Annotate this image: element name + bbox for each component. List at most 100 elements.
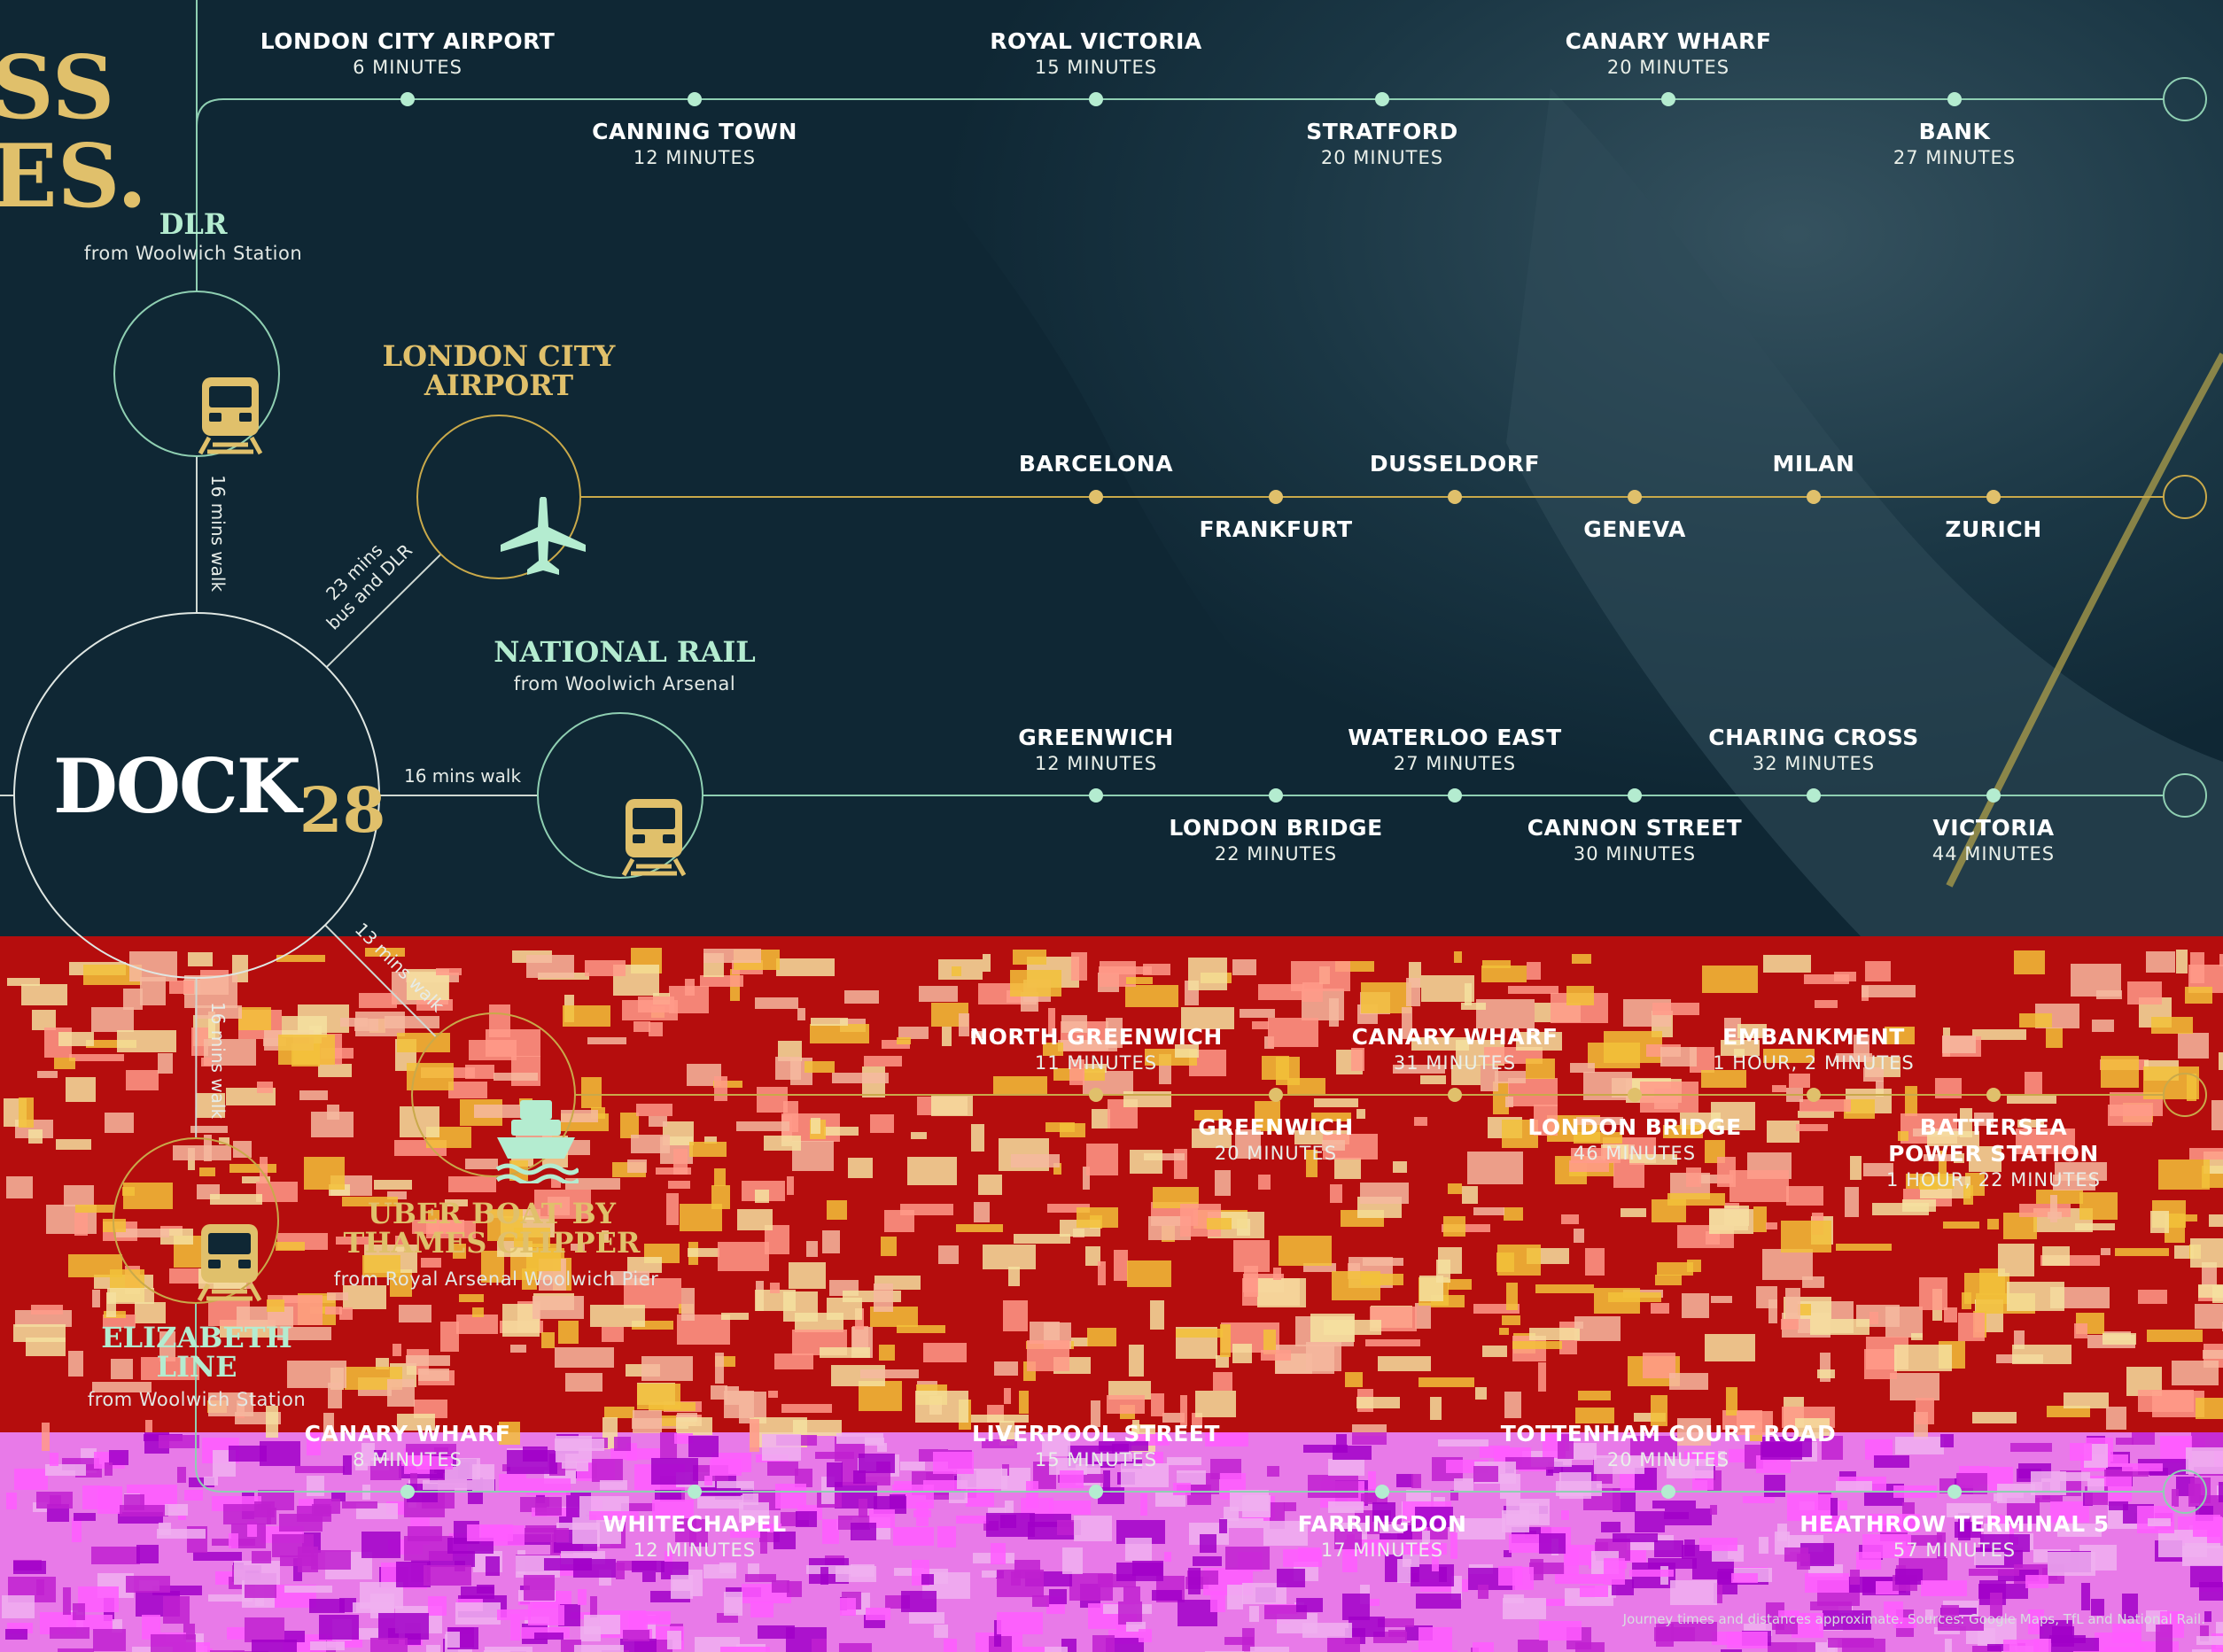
airport-station-label: FRANKFURT — [1199, 516, 1352, 543]
uber-station-label: LONDON BRIDGE 46 MINUTES — [1527, 1114, 1741, 1166]
station-name: STRATFORD — [1306, 119, 1458, 144]
rail-station-label: LONDON BRIDGE 22 MINUTES — [1169, 815, 1382, 866]
station-name: CANARY WHARF — [304, 1421, 511, 1446]
journey-time: 27 MINUTES — [1393, 753, 1517, 774]
station-name: BANK — [1918, 119, 1991, 144]
journey-time: 20 MINUTES — [1606, 1449, 1730, 1470]
elizabeth-station-dot — [688, 1485, 702, 1499]
dlr-station-dot — [688, 92, 702, 106]
rail-station-label: WATERLOO EAST 27 MINUTES — [1348, 725, 1561, 776]
rail-walk-label: 16 mins walk — [404, 765, 522, 787]
journey-time: 20 MINUTES — [1606, 57, 1730, 78]
uber-station-label: NORTH GREENWICH 11 MINUTES — [969, 1024, 1222, 1075]
uber-title-line1: UBER BOAT BY — [368, 1197, 616, 1230]
hero-heading-line1: SS — [0, 37, 115, 139]
uber-station-dot — [1986, 1088, 2001, 1102]
journey-time: 6 MINUTES — [353, 57, 462, 78]
dlr-title: DLR — [159, 207, 228, 241]
dock28-hub-circle — [13, 612, 380, 979]
rail-station-label: GREENWICH 12 MINUTES — [1018, 725, 1174, 776]
disclaimer: Journey times and distances approximate.… — [1622, 1611, 2205, 1627]
station-name: CANARY WHARF — [1565, 28, 1772, 54]
journey-time: 27 MINUTES — [1893, 147, 2017, 168]
journey-time: 32 MINUTES — [1752, 753, 1876, 774]
dlr-route-line — [196, 98, 2164, 291]
rail-mode-circle — [537, 712, 703, 879]
rail-station-label: CANNON STREET 30 MINUTES — [1527, 815, 1742, 866]
dlr-station-dot — [1089, 92, 1103, 106]
journey-time: 1 HOUR, 2 MINUTES — [1713, 1052, 1915, 1074]
journey-time: 15 MINUTES — [1034, 57, 1158, 78]
uber-subtitle: from Royal Arsenal Woolwich Pier — [333, 1268, 659, 1290]
uber-station-dot — [1448, 1088, 1462, 1102]
station-name: GREENWICH — [1018, 725, 1174, 750]
dlr-walk-label: 16 mins walk — [207, 474, 229, 593]
airport-station-dot — [1089, 490, 1103, 504]
dlr-route-end — [2163, 77, 2207, 121]
elizabeth-title-line1: ELIZABETH — [101, 1321, 292, 1354]
journey-time: 57 MINUTES — [1893, 1540, 2017, 1561]
dlr-station-label: BANK 27 MINUTES — [1893, 119, 2016, 170]
airport-station-dot — [1807, 490, 1821, 504]
elizabeth-station-dot — [1661, 1485, 1675, 1499]
uber-station-label: EMBANKMENT 1 HOUR, 2 MINUTES — [1713, 1024, 1915, 1075]
airport-title-line2: AIRPORT — [424, 368, 574, 402]
rail-station-dot — [1986, 788, 2001, 803]
uber-connector — [324, 924, 437, 1038]
station-name: BATTERSEA — [1919, 1114, 2068, 1140]
elizabeth-title-line2: LINE — [156, 1350, 237, 1384]
elizabeth-station-dot — [1947, 1485, 1962, 1499]
station-name: LONDON BRIDGE — [1527, 1114, 1742, 1140]
dlr-station-dot — [1375, 92, 1389, 106]
dlr-station-label: STRATFORD 20 MINUTES — [1306, 119, 1458, 170]
dlr-station-dot — [1947, 92, 1962, 106]
station-name: EMBANKMENT — [1722, 1024, 1905, 1050]
logo-wordmark: DOCK — [53, 742, 301, 830]
station-name: HEATHROW TERMINAL 5 — [1799, 1511, 2110, 1537]
rail-station-dot — [1448, 788, 1462, 803]
station-name: WATERLOO EAST — [1348, 725, 1562, 750]
airport-station-dot — [1448, 490, 1462, 504]
airport-station-label: GENEVA — [1583, 516, 1686, 543]
rail-route-end — [2163, 773, 2207, 818]
journey-time: 44 MINUTES — [1932, 843, 2056, 865]
dlr-station-dot — [1661, 92, 1675, 106]
dlr-station-label: ROYAL VICTORIA 15 MINUTES — [990, 28, 1202, 80]
station-name: VICTORIA — [1932, 815, 2055, 841]
station-name: DUSSELDORF — [1369, 451, 1541, 477]
airport-station-label: MILAN — [1773, 451, 1855, 477]
elizabeth-subtitle: from Woolwich Station — [87, 1389, 307, 1410]
station-name: FARRINGDON — [1297, 1511, 1467, 1537]
station-name: LIVERPOOL STREET — [972, 1421, 1220, 1446]
rail-station-dot — [1089, 788, 1103, 803]
rail-station-label: VICTORIA 44 MINUTES — [1932, 815, 2055, 866]
station-name: ROYAL VICTORIA — [990, 28, 1202, 54]
uber-station-dot — [1269, 1088, 1283, 1102]
journey-time: 12 MINUTES — [1034, 753, 1158, 774]
dlr-station-dot — [400, 92, 415, 106]
station-name: BARCELONA — [1018, 451, 1174, 477]
journey-time: 46 MINUTES — [1573, 1143, 1697, 1164]
elizabeth-station-label: TOTTENHAM COURT ROAD 20 MINUTES — [1501, 1421, 1837, 1472]
journey-time: 15 MINUTES — [1034, 1449, 1158, 1470]
uber-station-label: BATTERSEA POWER STATION 1 HOUR, 22 MINUTES — [1886, 1114, 2101, 1192]
rail-title: NATIONAL RAIL — [494, 635, 756, 669]
station-name: CHARING CROSS — [1708, 725, 1919, 750]
station-name: LONDON BRIDGE — [1169, 815, 1383, 841]
dlr-station-label: CANARY WHARF 20 MINUTES — [1566, 28, 1772, 80]
elizabeth-station-label: WHITECHAPEL 12 MINUTES — [602, 1511, 786, 1563]
journey-time: 22 MINUTES — [1214, 843, 1338, 865]
rail-station-dot — [1807, 788, 1821, 803]
journey-time: 12 MINUTES — [633, 1540, 757, 1561]
uber-station-label: GREENWICH 20 MINUTES — [1198, 1114, 1354, 1166]
uber-title-line2: THAMES CLIPPER — [343, 1226, 641, 1260]
rail-station-label: CHARING CROSS 32 MINUTES — [1708, 725, 1919, 776]
uber-station-dot — [1807, 1088, 1821, 1102]
elizabeth-station-label: HEATHROW TERMINAL 5 57 MINUTES — [1799, 1511, 2110, 1563]
elizabeth-station-label: LIVERPOOL STREET 15 MINUTES — [972, 1421, 1220, 1472]
elizabeth-route-end — [2163, 1470, 2207, 1514]
station-name: MILAN — [1772, 451, 1855, 477]
